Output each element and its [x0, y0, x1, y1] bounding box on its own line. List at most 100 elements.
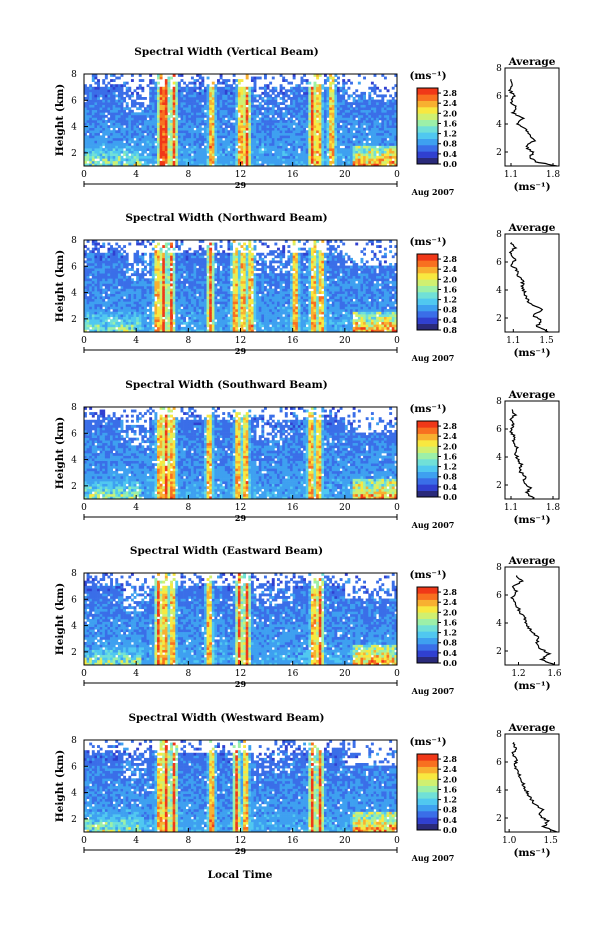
heatmap-cell [368, 155, 372, 159]
heatmap-cell [130, 288, 134, 292]
heatmap-cell [125, 306, 129, 310]
heatmap-cell [198, 120, 202, 123]
heatmap-cell [89, 160, 93, 164]
heatmap-cell [357, 125, 361, 128]
heatmap-cell [344, 150, 348, 154]
heatmap-cell [86, 158, 90, 162]
heatmap-cell [157, 311, 160, 315]
heatmap-cell [120, 314, 124, 317]
heatmap-cell [219, 102, 223, 105]
heatmap-cell [130, 326, 134, 330]
heatmap-cell [368, 153, 372, 157]
heatmap-cell [97, 99, 100, 103]
heatmap-cell [104, 130, 108, 134]
heatmap-cell [177, 148, 181, 151]
heatmap-cell [209, 107, 213, 111]
heatmap-cell [188, 120, 192, 123]
heatmap-cell [188, 117, 192, 121]
heatmap-cell [110, 252, 113, 256]
heatmap-cell [303, 143, 307, 146]
heatmap-cell [342, 122, 346, 126]
heatmap-cell [323, 125, 327, 128]
heatmap-cell [326, 130, 330, 134]
heatmap-cell [175, 319, 179, 323]
heatmap-cell [162, 86, 166, 90]
heatmap-cell [368, 102, 372, 105]
heatmap-cell [177, 150, 181, 154]
heatmap-cell [279, 137, 283, 141]
heatmap-cell [141, 104, 145, 108]
heatmap-cell [97, 250, 100, 254]
heatmap-cell [107, 86, 111, 90]
average-profile-line [507, 79, 558, 167]
heatmap-cell [290, 148, 293, 151]
heatmap-cell [300, 107, 304, 111]
heatmap-cell [162, 326, 166, 330]
heatmap-cell [107, 145, 111, 149]
heatmap-cell [162, 303, 166, 307]
heatmap-cell [117, 120, 121, 123]
heatmap-cell [89, 104, 93, 108]
heatmap-cell [360, 153, 364, 157]
heatmap-cell [159, 150, 163, 154]
heatmap-cell [89, 268, 93, 271]
heatmap-cell [130, 314, 134, 317]
heatmap-cell [394, 158, 398, 162]
heatmap-cell [175, 260, 179, 264]
heatmap-cell [159, 122, 163, 126]
heatmap-cell [258, 132, 262, 136]
heatmap-cell [117, 255, 121, 259]
heatmap-cell [115, 270, 119, 274]
heatmap-cell [389, 107, 393, 111]
heatmap-cell [175, 283, 179, 287]
heatmap-cell [282, 150, 286, 154]
heatmap-cell [175, 245, 179, 248]
heatmap-cell [391, 155, 395, 159]
heatmap-cell [84, 303, 87, 307]
heatmap-cell [149, 104, 153, 108]
heatmap-cell [167, 117, 171, 121]
heatmap-cell [211, 81, 215, 85]
heatmap-cell [102, 143, 106, 146]
heatmap-cell [271, 102, 275, 105]
heatmap-cell [271, 122, 275, 126]
heatmap-cell [321, 160, 325, 164]
heatmap-cell [245, 109, 249, 113]
y-tick-label: 8 [71, 70, 77, 80]
heatmap-cell [177, 127, 181, 131]
heatmap-cell [308, 145, 312, 149]
heatmap-cell [295, 114, 299, 118]
heatmap-cell [334, 99, 338, 103]
heatmap-cell [183, 89, 187, 93]
heatmap-cell [123, 81, 127, 85]
heatmap-cell [253, 76, 257, 80]
heatmap-cell [394, 143, 398, 146]
heatmap-cell [337, 130, 340, 134]
heatmap-cell [107, 107, 111, 111]
heatmap-cell [143, 286, 147, 289]
heatmap-cell [143, 298, 147, 302]
heatmap-cell [352, 143, 356, 146]
heatmap-cell [128, 163, 132, 167]
heatmap-cell [295, 104, 299, 108]
heatmap-cell [143, 278, 147, 282]
heatmap-cell [190, 252, 194, 256]
heatmap-cell [86, 278, 90, 282]
heatmap-cell [162, 153, 166, 157]
heatmap-cell [201, 143, 205, 146]
heatmap-cell [120, 291, 124, 294]
heatmap-cell [84, 324, 87, 328]
heatmap-cell [279, 122, 283, 126]
heatmap-cell [378, 155, 382, 159]
heatmap-cell [89, 316, 93, 320]
heatmap-cell [331, 114, 335, 118]
heatmap-cell [206, 163, 210, 167]
heatmap-cell [146, 329, 150, 333]
heatmap-cell [334, 153, 338, 157]
heatmap-cell [269, 140, 273, 144]
heatmap-cell [383, 122, 387, 126]
heatmap-cell [115, 309, 119, 312]
heatmap-cell [91, 309, 95, 312]
heatmap-cell [370, 130, 374, 134]
heatmap-cell [222, 86, 226, 90]
